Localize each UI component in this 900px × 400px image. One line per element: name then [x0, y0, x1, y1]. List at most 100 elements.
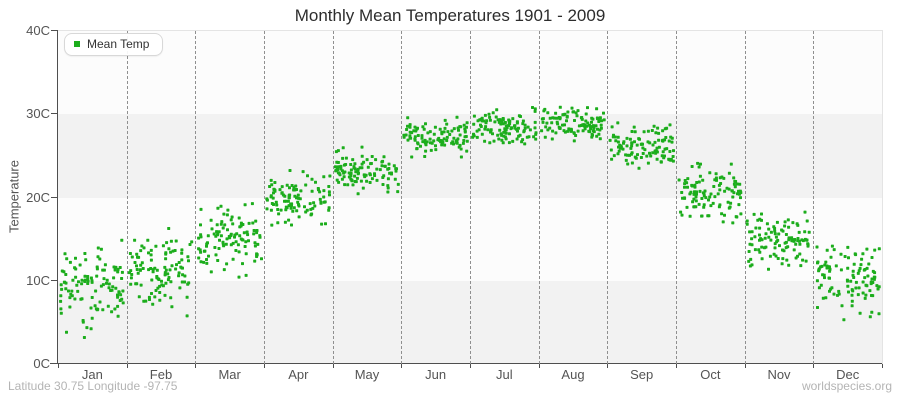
data-point [829, 255, 833, 259]
data-point [239, 221, 243, 225]
data-point [472, 132, 475, 136]
data-point [668, 150, 672, 153]
data-point [550, 121, 554, 125]
data-point [245, 230, 249, 234]
data-point [792, 248, 796, 252]
data-point [783, 224, 787, 228]
data-point [105, 278, 109, 282]
month-gridline [607, 31, 609, 364]
data-point [154, 244, 158, 248]
data-point [190, 240, 194, 244]
data-point [352, 166, 356, 170]
data-point [135, 264, 138, 268]
data-point [164, 268, 168, 272]
data-point [621, 147, 625, 151]
data-point [83, 252, 87, 255]
data-point [872, 277, 876, 281]
data-point [551, 116, 555, 120]
data-point [443, 118, 447, 122]
data-point [515, 137, 519, 141]
data-point [715, 178, 718, 182]
data-point [602, 111, 605, 115]
data-point [839, 268, 843, 272]
data-point [428, 130, 432, 134]
data-point [106, 304, 110, 308]
data-point [508, 122, 512, 126]
data-point [694, 199, 698, 203]
data-point [558, 105, 562, 109]
data-point [90, 296, 94, 299]
data-point [616, 152, 620, 156]
data-point [657, 131, 661, 135]
data-point [457, 128, 460, 132]
data-point [139, 249, 143, 253]
data-point [594, 124, 598, 128]
x-tick [676, 364, 677, 368]
data-point [617, 149, 621, 153]
data-point [339, 164, 343, 168]
data-point [479, 125, 483, 128]
data-point [565, 114, 569, 118]
data-point [256, 242, 260, 246]
data-point [148, 298, 151, 301]
data-point [353, 180, 357, 183]
data-point [693, 183, 697, 187]
data-point [832, 248, 836, 252]
data-point [225, 213, 229, 217]
data-point [353, 174, 357, 178]
data-point [95, 274, 99, 278]
data-point [406, 116, 410, 120]
data-point [750, 237, 754, 241]
data-point [219, 204, 223, 208]
data-point [160, 283, 164, 287]
data-point [288, 186, 291, 190]
data-point [294, 184, 298, 188]
data-point [859, 263, 863, 267]
data-point [62, 280, 66, 284]
data-point [421, 125, 425, 129]
data-point [164, 252, 168, 256]
data-point [434, 148, 438, 152]
data-point [533, 126, 537, 130]
data-point [760, 257, 764, 261]
data-point [186, 255, 190, 259]
data-point [671, 159, 675, 163]
data-point [164, 281, 168, 285]
data-point [600, 119, 604, 123]
data-point [175, 263, 178, 267]
data-point [854, 286, 858, 290]
data-point [105, 281, 108, 285]
data-point [445, 139, 449, 142]
data-point [239, 237, 243, 241]
data-point [857, 286, 861, 290]
data-point [794, 242, 798, 246]
data-point [696, 161, 700, 165]
data-point [521, 119, 525, 123]
data-point [290, 223, 293, 227]
data-point [351, 183, 355, 187]
data-point [723, 213, 726, 217]
data-point [567, 127, 571, 131]
data-point [497, 120, 501, 124]
data-point [737, 203, 741, 207]
data-point [112, 265, 116, 269]
data-point [95, 265, 99, 269]
x-tick-label: Sep [630, 367, 654, 382]
data-point [554, 131, 558, 135]
data-point [472, 122, 476, 126]
data-point [153, 295, 157, 299]
data-point [244, 273, 248, 277]
data-point [864, 283, 868, 287]
data-point [337, 165, 340, 169]
data-point [209, 218, 213, 222]
data-point [646, 129, 650, 133]
data-point [862, 268, 866, 272]
data-point [513, 124, 517, 128]
data-point [406, 138, 410, 142]
data-point [533, 107, 537, 111]
data-point [566, 129, 570, 133]
data-point [116, 304, 120, 308]
data-point [483, 127, 487, 131]
data-point [116, 270, 120, 274]
data-point [861, 252, 865, 256]
